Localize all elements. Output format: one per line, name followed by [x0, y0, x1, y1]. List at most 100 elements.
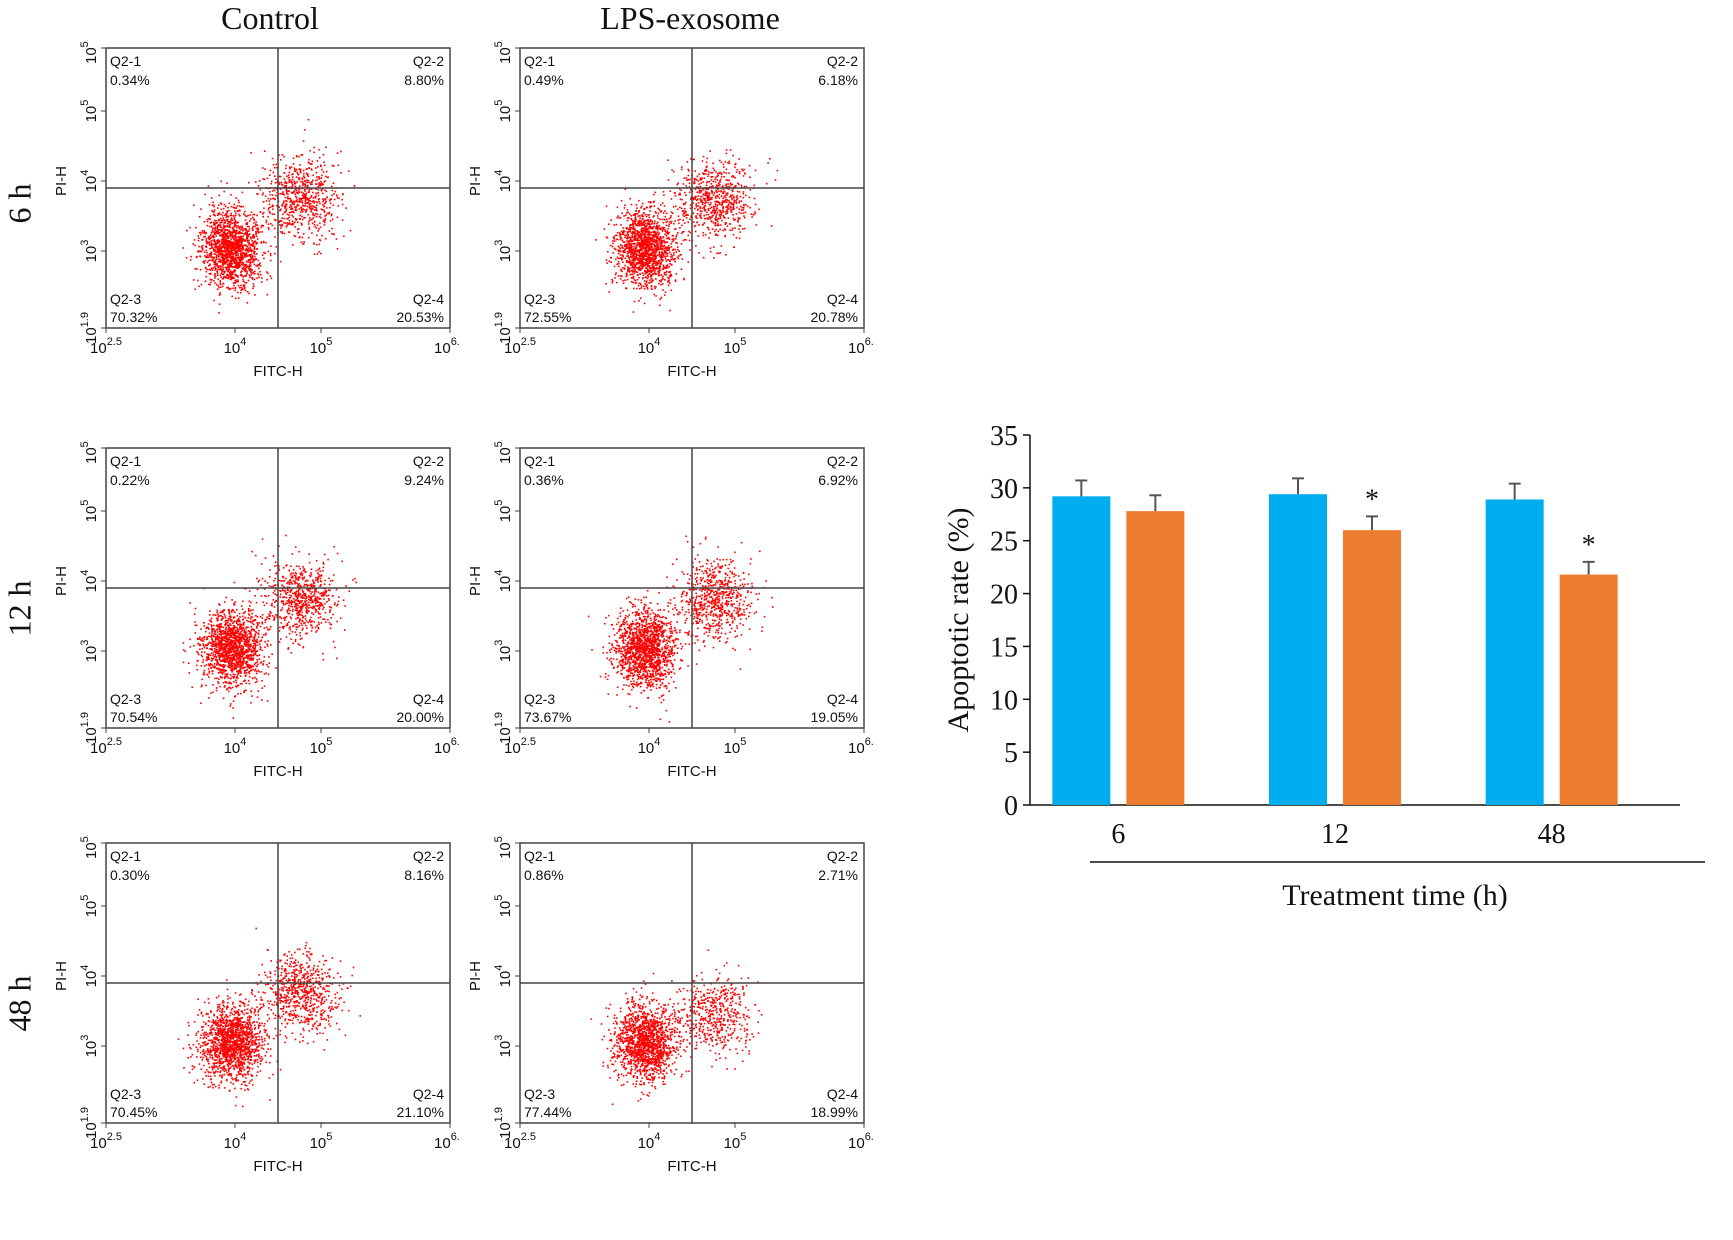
flow-plot-12h-control: Q2-1 0.22% Q2-2 9.24% Q2-3 70.54% Q2-4 20.00% 10…	[53, 440, 460, 780]
quadrant-value-q4: 18.99%	[811, 1104, 858, 1120]
quadrant-label-q4: Q2-4	[827, 691, 858, 707]
x-axis-label: FITC-H	[667, 1158, 716, 1175]
y-tick-label: 105.9	[79, 835, 100, 859]
quadrant-label-q4: Q2-4	[413, 1086, 444, 1102]
x-tick-label: 106.5	[434, 1131, 460, 1152]
x-tick-label: 104	[638, 1131, 661, 1152]
quadrant-label-q3: Q2-3	[110, 1086, 141, 1102]
quadrant-label-q3: Q2-3	[110, 691, 141, 707]
scatter-dots	[182, 534, 357, 719]
y-axis-label: PI-H	[53, 566, 70, 596]
x-tick-label: 105	[310, 1131, 333, 1152]
x-axis-label: FITC-H	[667, 363, 716, 380]
quadrant-label-q4: Q2-4	[413, 691, 444, 707]
y-axis-label: PI-H	[53, 166, 70, 196]
y-tick-label: 105	[493, 895, 514, 918]
quadrant-value-q3: 70.54%	[110, 709, 157, 725]
row-title-48h: 48 h	[1, 975, 38, 1032]
bar-lps-exosome-48h	[1559, 574, 1618, 805]
bar-lps-exosome-12h	[1343, 530, 1401, 805]
y-tick-label: 105	[79, 895, 100, 918]
quadrant-value-q2: 8.16%	[404, 867, 444, 883]
legend: Control LPS-exosome	[1075, 362, 1398, 395]
y-tick-label: 105.9	[493, 440, 514, 464]
quadrant-label-q1: Q2-1	[110, 53, 141, 69]
x-tick-label: 105	[724, 736, 747, 757]
quadrant-label-q4: Q2-4	[827, 1086, 858, 1102]
flow-panel-6h-lps: Q2-1 0.49% Q2-2 6.18% Q2-3 72.55% Q2-4 20.78% 10…	[454, 40, 874, 430]
quadrant-value-q1: 0.36%	[524, 472, 564, 488]
x-tick-label: 106.5	[434, 736, 460, 757]
quadrant-value-q3: 70.32%	[110, 309, 157, 325]
y-tick-label: 35	[990, 421, 1018, 452]
y-tick-label: 20	[990, 580, 1018, 611]
quadrant-value-q1: 0.30%	[110, 867, 150, 883]
y-tick-label: 103	[79, 1035, 100, 1058]
x-tick-label: 106.5	[434, 336, 460, 357]
quadrant-label-q2: Q2-2	[827, 453, 858, 469]
x-axis-label: FITC-H	[667, 763, 716, 780]
y-tick-label: 104	[493, 570, 514, 593]
quadrant-label-q1: Q2-1	[110, 453, 141, 469]
quadrant-label-q4: Q2-4	[413, 291, 444, 307]
flow-panel-48h-lps: Q2-1 0.86% Q2-2 2.71% Q2-3 77.44% Q2-4 18.99% 10…	[454, 835, 874, 1225]
row-title-6h: 6 h	[1, 183, 38, 224]
legend-label-lps-exosome: LPS-exosome	[1230, 390, 1398, 395]
flow-plot-12h-lps: Q2-1 0.36% Q2-2 6.92% Q2-3 73.67% Q2-4 19.05% 10…	[467, 440, 874, 780]
scatter-dots	[587, 535, 774, 723]
scatter-dots	[177, 927, 361, 1108]
quadrant-label-q3: Q2-3	[524, 1086, 555, 1102]
x-axis-title: Treatment time (h)	[1282, 879, 1508, 912]
y-tick-label: 104	[493, 965, 514, 988]
quadrant-value-q1: 0.22%	[110, 472, 150, 488]
x-tick-label: 105	[724, 336, 747, 357]
y-tick-label: 105.9	[79, 40, 100, 64]
y-tick-label: 15	[990, 632, 1018, 663]
bar-control-48h	[1485, 499, 1544, 805]
quadrant-label-q1: Q2-1	[524, 848, 555, 864]
x-axis-label: FITC-H	[253, 1158, 302, 1175]
y-tick-label: 105.9	[493, 40, 514, 64]
x-tick-label: 104	[224, 1131, 247, 1152]
x-tick-label: 102.5	[90, 336, 122, 357]
quadrant-label-q3: Q2-3	[110, 291, 141, 307]
y-axis-title: Apoptotic rate (%)	[942, 508, 975, 733]
x-tick-label: 106.5	[848, 736, 874, 757]
y-tick-label: 25	[990, 527, 1018, 558]
quadrant-value-q4: 20.00%	[397, 709, 444, 725]
flow-plot-6h-control: Q2-1 0.34% Q2-2 8.80% Q2-3 70.32% Q2-4 20.53% 10…	[53, 40, 460, 380]
quadrant-label-q2: Q2-2	[413, 453, 444, 469]
quadrant-value-q4: 20.78%	[811, 309, 858, 325]
apoptotic-rate-bar-chart: Control LPS-exosome 0 5 10 15 20 25 30 35 Apoptoti…	[900, 362, 1733, 1010]
quadrant-value-q1: 0.49%	[524, 72, 564, 88]
quadrant-value-q2: 9.24%	[404, 472, 444, 488]
x-tick-label: 105	[310, 736, 333, 757]
x-tick-label: 12	[1321, 819, 1349, 850]
x-tick-label: 106.5	[848, 1131, 874, 1152]
y-tick-label: 104	[79, 570, 100, 593]
quadrant-value-q3: 70.45%	[110, 1104, 157, 1120]
y-tick-label: 5	[1004, 738, 1018, 769]
y-tick-label: 105.9	[493, 835, 514, 859]
x-axis-label: FITC-H	[253, 363, 302, 380]
quadrant-value-q2: 6.92%	[818, 472, 858, 488]
quadrant-label-q2: Q2-2	[413, 848, 444, 864]
y-axis-label: PI-H	[53, 961, 70, 991]
y-tick-label: 103	[493, 240, 514, 263]
quadrant-value-q1: 0.86%	[524, 867, 564, 883]
quadrant-label-q2: Q2-2	[827, 848, 858, 864]
x-tick-label: 105	[724, 1131, 747, 1152]
quadrant-value-q4: 20.53%	[397, 309, 444, 325]
bar-lps-exosome-6h	[1126, 511, 1185, 805]
x-tick-label: 102.5	[504, 736, 536, 757]
quadrant-label-q2: Q2-2	[827, 53, 858, 69]
quadrant-value-q3: 72.55%	[524, 309, 571, 325]
quadrant-label-q1: Q2-1	[524, 53, 555, 69]
flow-plot-48h-lps: Q2-1 0.86% Q2-2 2.71% Q2-3 77.44% Q2-4 18.99% 10…	[467, 835, 874, 1175]
quadrant-value-q3: 73.67%	[524, 709, 571, 725]
quadrant-value-q2: 2.71%	[818, 867, 858, 883]
x-tick-label: 48	[1538, 819, 1566, 850]
y-tick-label: 104	[493, 170, 514, 193]
quadrant-label-q1: Q2-1	[110, 848, 141, 864]
quadrant-label-q3: Q2-3	[524, 291, 555, 307]
